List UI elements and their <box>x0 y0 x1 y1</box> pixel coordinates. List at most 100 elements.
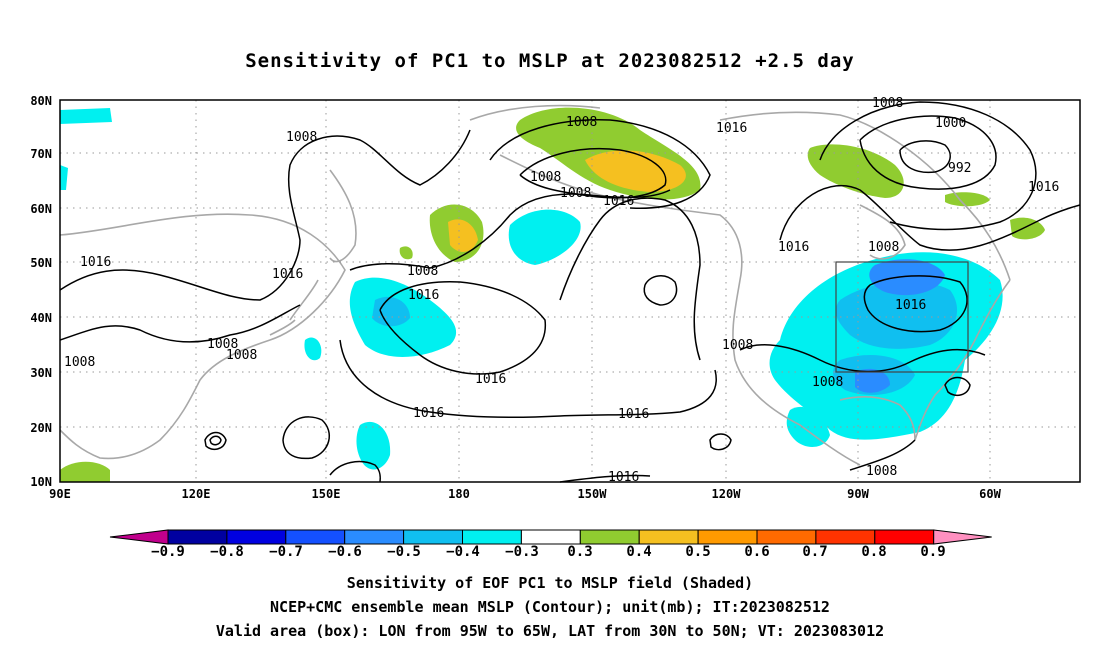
colorbar-swatch <box>815 529 876 545</box>
contour-label: 1008 <box>812 375 843 390</box>
contour-label: 1016 <box>408 288 439 303</box>
coast-east-us <box>914 279 1011 441</box>
shade-pos-small-2 <box>1010 217 1045 240</box>
caption-line-1: Sensitivity of EOF PC1 to MSLP field (Sh… <box>346 574 754 592</box>
contour-label: 1016 <box>80 255 111 270</box>
colorbar-swatch <box>697 529 758 545</box>
lon-label: 150W <box>578 487 608 501</box>
contour-label: 1008 <box>722 338 753 353</box>
contour-1016-subtropical <box>339 339 717 418</box>
contour-1016-ne-pacific <box>559 197 701 361</box>
colorbar-swatch <box>520 529 581 545</box>
lon-label: 60W <box>979 487 1001 501</box>
coast-east-asia <box>59 213 346 460</box>
colorbar-tick: 0.8 <box>861 544 886 560</box>
shade-neg-west-edge <box>60 165 68 190</box>
contour-1016-asia <box>59 129 471 301</box>
contour-wp-small-inner <box>209 435 222 446</box>
colorbar-tick: −0.7 <box>269 544 303 560</box>
shade-pos-aleutian-core <box>448 219 478 252</box>
lat-label: 20N <box>30 421 52 435</box>
contour-label: 1008 <box>872 96 903 111</box>
lat-label: 40N <box>30 311 52 325</box>
contour-mex-loop <box>709 433 732 451</box>
colorbar-tick: 0.7 <box>802 544 827 560</box>
shade-neg-core-gulf <box>855 368 890 393</box>
contour-1008-southeast <box>849 439 916 471</box>
colorbar-min-triangle <box>109 529 169 545</box>
map-frame <box>59 99 1081 483</box>
colorbar-swatch <box>756 529 817 545</box>
colorbar-tick: 0.4 <box>626 544 651 560</box>
contour-label: 1016 <box>413 406 444 421</box>
contour-label: 1008 <box>407 264 438 279</box>
lon-label: 90E <box>49 487 71 501</box>
chart-title: Sensitivity of PC1 to MSLP at 2023082512… <box>245 50 855 72</box>
shade-neg-gulf-alaska <box>508 209 581 265</box>
coast-japan <box>269 279 319 336</box>
coast-gulf <box>839 395 916 441</box>
coast-hudson <box>859 204 906 260</box>
lon-axis-labels: 90E 120E 150E 180 150W 120W 90W 60W <box>49 487 1001 501</box>
valid-area-box <box>835 261 969 373</box>
contour-1016-pacific-high <box>379 281 547 375</box>
contour-1016-north-america <box>863 275 968 333</box>
lat-label: 80N <box>30 94 52 108</box>
lat-label: 10N <box>30 475 52 489</box>
contour-label: 1016 <box>1028 180 1059 195</box>
lat-label: 60N <box>30 202 52 216</box>
colorbar-tick: 0.9 <box>920 544 945 560</box>
shading-layer <box>60 107 1045 482</box>
shade-neg-core-pacific <box>372 296 410 327</box>
colorbar-tick: 0.5 <box>685 544 710 560</box>
shade-pos-small-1 <box>399 246 413 260</box>
contour-1008-bering <box>489 119 711 209</box>
colorbar-swatch <box>167 529 228 545</box>
contour-label: 992 <box>948 161 971 176</box>
contour-label: 1016 <box>475 372 506 387</box>
contour-label: 1008 <box>286 130 317 145</box>
contour-1008-asia <box>59 304 301 343</box>
lon-label: 90W <box>847 487 869 501</box>
shade-pos-bering-core <box>585 150 686 192</box>
contour-label: 1008 <box>207 337 238 352</box>
contour-1016-east-pacific-high <box>643 275 678 306</box>
shade-neg-core-north <box>869 259 945 296</box>
contour-label: 1008 <box>868 240 899 255</box>
coast-arctic <box>469 104 1011 281</box>
colorbar-swatch <box>226 529 287 545</box>
contour-1000-low <box>859 115 997 190</box>
lon-label: 180 <box>448 487 470 501</box>
caption-line-2: NCEP+CMC ensemble mean MSLP (Contour); u… <box>270 598 830 616</box>
contour-label: 1016 <box>716 121 747 136</box>
contour-label: 1008 <box>566 115 597 130</box>
contour-label: 1016 <box>603 194 634 209</box>
colorbar-swatch <box>344 529 405 545</box>
coast-alaska <box>499 154 861 466</box>
contour-label: 1016 <box>778 240 809 255</box>
contour-label: 1016 <box>895 298 926 313</box>
lon-label: 150E <box>312 487 341 501</box>
contour-label: 1000 <box>935 116 966 131</box>
shade-neg-small-pacific <box>356 421 391 470</box>
contour-high-small <box>944 376 971 397</box>
contour-label: 1008 <box>866 464 897 479</box>
contour-label-layer: 1008 1016 1008 1016 1016 1008 1008 1016 … <box>64 96 1059 485</box>
contour-1016-east <box>779 184 1081 251</box>
lat-label: 50N <box>30 256 52 270</box>
colorbar-tick: −0.5 <box>387 544 421 560</box>
coastline-layer <box>59 104 1011 466</box>
shade-pos-sw-corner <box>60 461 110 482</box>
colorbar-tick: −0.9 <box>151 544 185 560</box>
contour-wp-loop <box>282 416 331 460</box>
shade-neg-nw-corner <box>60 108 112 124</box>
colorbar-swatch <box>874 529 935 545</box>
contour-1008-low <box>819 101 1037 231</box>
contour-label: 1008 <box>560 186 591 201</box>
contour-dateline-loop <box>329 460 382 483</box>
contour-992-low <box>899 140 951 174</box>
contour-1000-bering <box>519 147 667 199</box>
colorbar-swatch <box>579 529 640 545</box>
contour-label: 1008 <box>64 355 95 370</box>
